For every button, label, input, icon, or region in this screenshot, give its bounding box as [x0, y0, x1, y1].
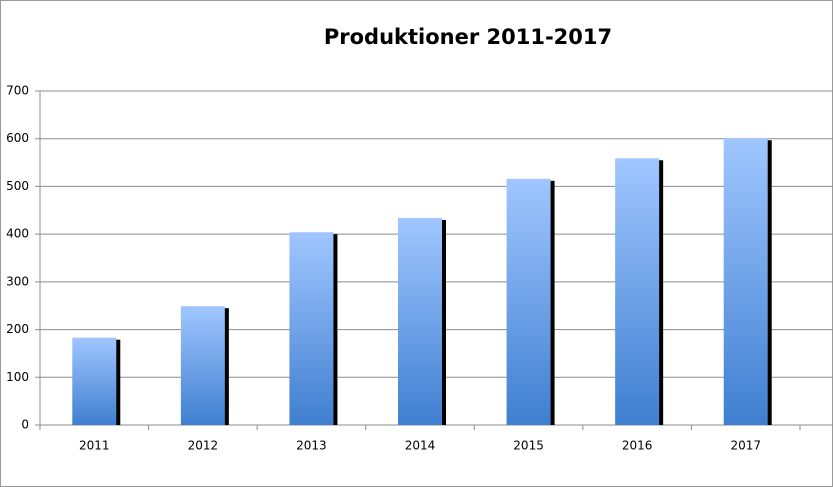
x-tick-label: 2012: [188, 439, 219, 453]
chart-title: Produktioner 2011-2017: [324, 25, 612, 49]
y-tick-label: 300: [6, 274, 29, 288]
bar: [289, 232, 334, 425]
x-tick-label: 2015: [513, 439, 544, 453]
bar: [398, 217, 442, 425]
bar: [615, 158, 660, 425]
y-tick-label: 700: [6, 84, 29, 98]
bar: [723, 138, 768, 426]
y-tick-label: 100: [6, 370, 29, 384]
x-tick-label: 2016: [622, 439, 653, 453]
y-tick-label: 200: [6, 322, 29, 336]
x-tick-label: 2014: [405, 439, 436, 453]
y-tick-label: 0: [21, 418, 29, 432]
bar: [180, 306, 225, 425]
y-tick-label: 500: [6, 179, 29, 193]
bar: [72, 337, 117, 425]
y-tick-label: 400: [6, 227, 29, 241]
bar: [506, 178, 551, 425]
x-tick-label: 2011: [79, 439, 110, 453]
x-tick-label: 2017: [730, 439, 761, 453]
y-tick-label: 600: [6, 131, 29, 145]
x-tick-label: 2013: [296, 439, 327, 453]
